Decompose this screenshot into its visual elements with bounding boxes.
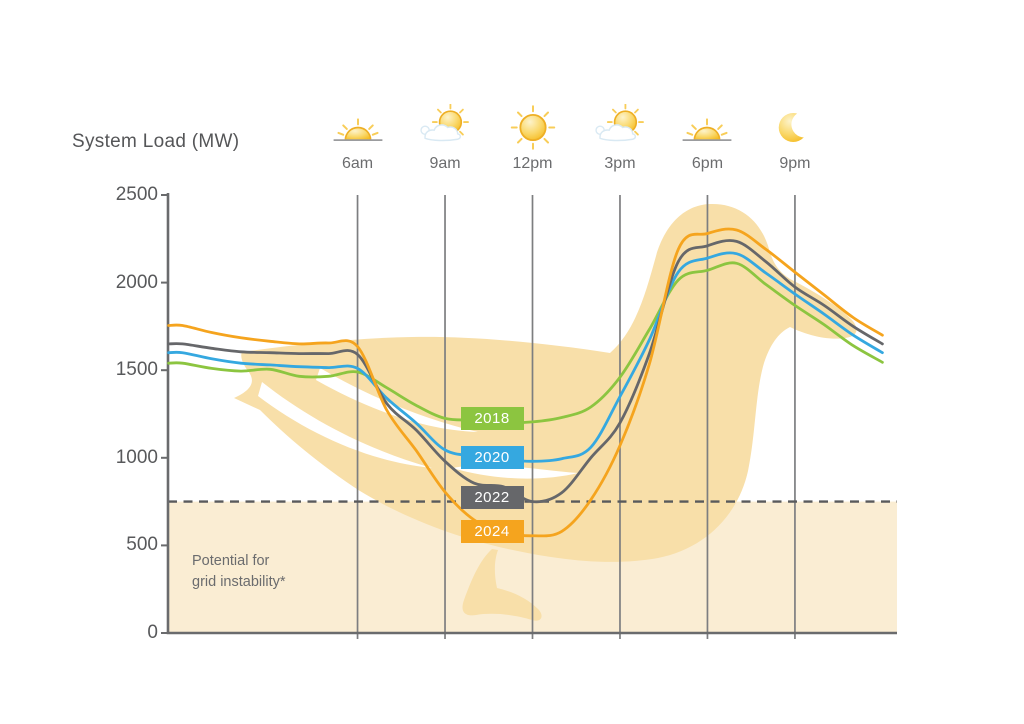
moon-icon bbox=[778, 111, 818, 142]
duck-silhouette bbox=[234, 203, 857, 621]
y-axis-tick-label: 0 bbox=[147, 622, 158, 643]
time-label: 6pm bbox=[691, 155, 724, 172]
duck-body bbox=[234, 203, 857, 562]
time-column-12pm: 12pm bbox=[498, 104, 568, 173]
sun-icon bbox=[510, 105, 555, 150]
time-column-9pm: 9pm bbox=[760, 104, 830, 173]
instability-note: Potential for grid instability* bbox=[192, 553, 286, 591]
sunset-icon bbox=[683, 118, 732, 142]
year-badge-2018: 2018 bbox=[460, 407, 524, 431]
time-label: 9am bbox=[429, 155, 461, 172]
time-column-6pm: 6pm bbox=[672, 104, 742, 173]
time-label: 12pm bbox=[512, 155, 553, 172]
y-axis-tick-label: 2000 bbox=[115, 271, 158, 293]
sunrise-icon bbox=[333, 118, 382, 142]
y-axis-tick-label: 500 bbox=[126, 534, 158, 556]
time-label: 3pm bbox=[604, 155, 636, 172]
time-column-6am: 6am bbox=[323, 104, 393, 173]
sun-cloud-icon bbox=[595, 104, 644, 142]
page-title: System Load (MW) bbox=[72, 131, 240, 152]
time-label: 9pm bbox=[779, 155, 811, 172]
load-curve-2024 bbox=[167, 227, 884, 538]
year-badge-2020: 2020 bbox=[460, 445, 524, 469]
duck-leg bbox=[462, 549, 542, 621]
year-badge-2024: 2024 bbox=[460, 520, 524, 544]
time-column-9am: 9am bbox=[410, 104, 480, 173]
time-column-3pm: 3pm bbox=[585, 104, 655, 173]
y-axis-tick-label: 1000 bbox=[115, 446, 158, 468]
time-label: 6am bbox=[341, 155, 374, 172]
y-axis-tick-label: 2500 bbox=[115, 184, 158, 205]
y-axis-tick-label: 1500 bbox=[115, 359, 158, 381]
sun-cloud-icon bbox=[420, 104, 469, 142]
year-badge-2022: 2022 bbox=[460, 486, 524, 510]
